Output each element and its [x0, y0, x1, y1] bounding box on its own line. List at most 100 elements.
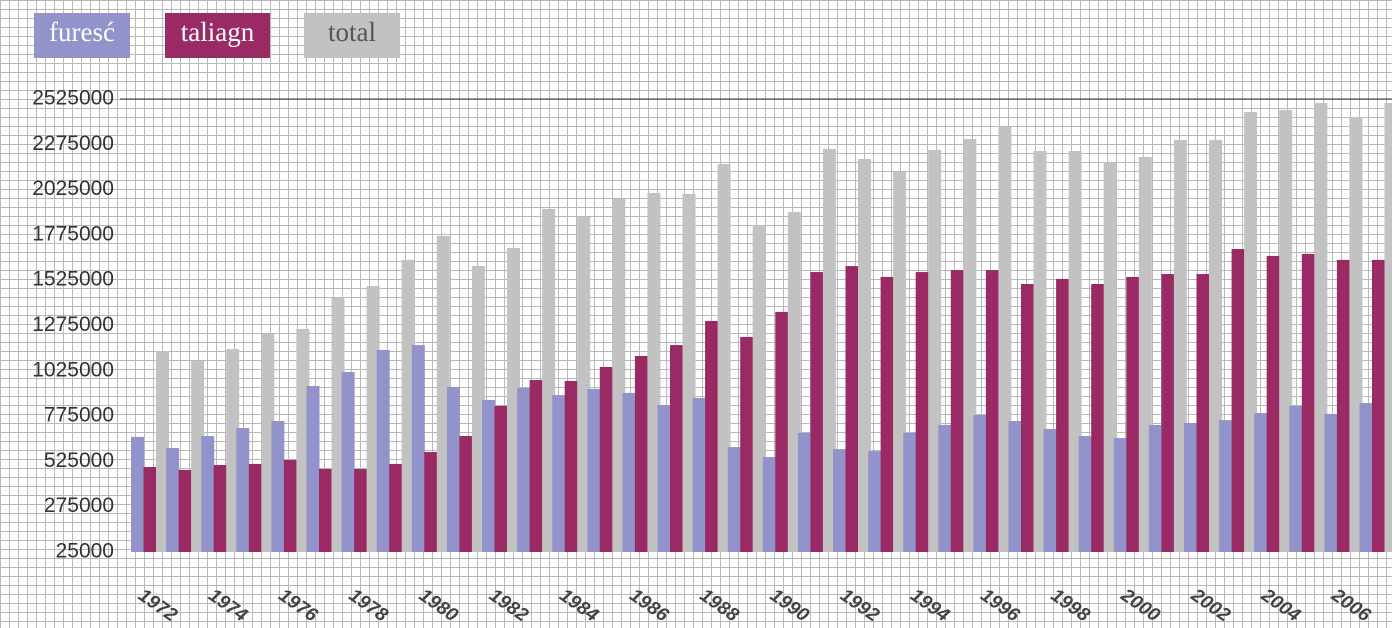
bar — [1279, 110, 1293, 553]
bar — [271, 420, 285, 552]
bar — [868, 451, 882, 552]
legend-swatch — [165, 13, 270, 58]
bar — [682, 193, 696, 553]
x-tick-label: 1992 — [836, 585, 883, 627]
legend-swatch — [304, 13, 400, 58]
bar — [762, 457, 776, 552]
bar — [446, 386, 460, 552]
bar — [1103, 162, 1117, 552]
x-tick-label: 2002 — [1186, 584, 1234, 626]
bar — [612, 199, 626, 552]
bar — [985, 270, 999, 552]
bar — [1244, 112, 1258, 553]
y-tick-label: 275000 — [44, 494, 114, 517]
bar — [1033, 151, 1047, 552]
bar — [1068, 151, 1082, 552]
bar — [226, 349, 240, 552]
x-tick-label: 1978 — [345, 585, 392, 627]
bar — [507, 247, 520, 552]
bar — [692, 397, 706, 552]
bar — [1021, 284, 1034, 552]
x-tick-label: 1980 — [415, 585, 462, 627]
bar — [1008, 420, 1022, 552]
x-tick-label: 1984 — [555, 585, 602, 627]
bar — [647, 193, 661, 553]
y-tick-label: 2275000 — [32, 132, 114, 155]
bar — [529, 380, 543, 552]
bar — [599, 366, 613, 552]
bar — [236, 428, 250, 552]
x-tick-label: 2006 — [1327, 584, 1375, 626]
bar — [740, 336, 754, 552]
y-tick-label: 1775000 — [32, 222, 114, 245]
bar — [938, 424, 952, 552]
bar — [670, 345, 683, 552]
bar — [1314, 102, 1328, 553]
bar — [634, 355, 648, 552]
bar — [1301, 253, 1315, 552]
x-tick-label: 1982 — [485, 585, 532, 627]
bar — [1336, 259, 1350, 552]
bar — [552, 395, 566, 552]
bar — [341, 372, 355, 552]
x-tick-label: 1972 — [134, 585, 181, 627]
y-tick-label: 1275000 — [32, 313, 114, 336]
bar — [1184, 422, 1197, 552]
bar — [283, 459, 297, 552]
bar — [1113, 438, 1127, 552]
bar — [845, 266, 859, 552]
bar — [1349, 116, 1363, 553]
bar — [577, 216, 591, 553]
bar — [797, 432, 811, 552]
legend-label: taliagn — [181, 17, 255, 47]
bar — [131, 436, 144, 552]
bar — [1173, 139, 1187, 552]
x-tick-label: 1988 — [696, 585, 743, 627]
bar — [1091, 284, 1105, 552]
bar — [915, 272, 929, 552]
bar — [319, 469, 332, 552]
bar — [331, 297, 345, 552]
y-tick-label: 525000 — [44, 449, 114, 472]
x-tick-label: 2004 — [1257, 584, 1305, 626]
bar — [178, 469, 192, 552]
bar — [494, 405, 508, 552]
bar — [459, 436, 473, 552]
x-tick-label: 2000 — [1116, 584, 1164, 626]
bar — [401, 259, 415, 552]
bar — [517, 388, 531, 552]
bar — [998, 126, 1012, 553]
x-tick-label: 1998 — [1047, 585, 1094, 627]
bar — [424, 451, 438, 552]
bar — [542, 208, 556, 552]
bar — [1161, 274, 1175, 552]
bar — [564, 380, 578, 552]
bar — [482, 399, 495, 552]
bar — [1078, 436, 1092, 552]
bar — [752, 224, 766, 552]
bar — [1266, 255, 1280, 553]
bar — [261, 334, 275, 552]
bar — [1196, 274, 1210, 552]
bar — [1289, 405, 1303, 552]
bar — [1138, 156, 1152, 552]
y-tick-label: 2525000 — [32, 87, 114, 110]
bar — [366, 285, 380, 552]
bar — [471, 266, 485, 552]
bar — [296, 328, 310, 552]
bar — [1043, 428, 1057, 552]
bar — [705, 320, 719, 552]
y-tick-label: 2025000 — [32, 177, 114, 200]
bar — [973, 415, 987, 552]
bar — [587, 388, 601, 552]
bar — [622, 392, 636, 552]
bar — [306, 386, 320, 552]
y-tick-label: 775000 — [44, 404, 114, 427]
bar — [166, 447, 180, 552]
bar — [727, 447, 741, 552]
bar — [787, 212, 801, 553]
bar — [822, 149, 836, 552]
bar — [411, 345, 425, 552]
bar — [1372, 259, 1385, 552]
